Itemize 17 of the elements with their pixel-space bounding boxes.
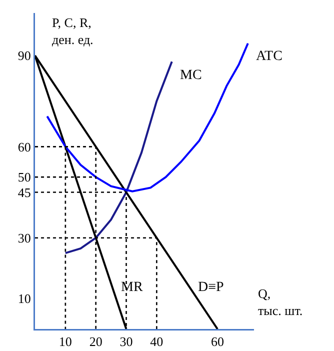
x-tick-label: 60 — [211, 334, 224, 350]
x-axis-title: Q, тыс. шт. — [258, 286, 303, 318]
x-tick-label: 40 — [150, 334, 164, 350]
x-tick-label: 30 — [120, 334, 133, 350]
y-tick-label: 50 — [18, 170, 31, 185]
x-tick-label: 10 — [58, 334, 72, 350]
y-tick-label: 60 — [18, 139, 31, 154]
y-tick-label: 10 — [18, 291, 31, 306]
x-tick-label: 20 — [89, 334, 102, 350]
series-label: ATC — [256, 49, 282, 64]
y-tick-label: 30 — [18, 230, 31, 246]
series-label: MR — [121, 280, 144, 295]
series-label: D≡P — [198, 280, 224, 295]
y-axis-title: P, C, R, ден. ед. — [52, 15, 94, 47]
y-tick-label: 90 — [18, 48, 31, 64]
y-tick-label: 45 — [18, 184, 31, 200]
series-label: MC — [180, 68, 202, 83]
